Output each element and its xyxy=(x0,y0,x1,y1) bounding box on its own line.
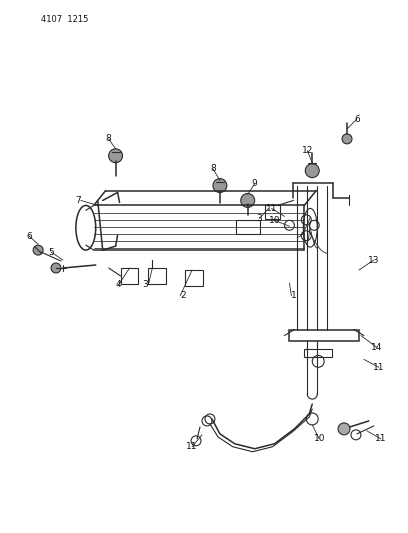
Text: 14: 14 xyxy=(371,343,383,352)
Text: 3: 3 xyxy=(143,280,149,289)
Text: 4107  1215: 4107 1215 xyxy=(41,15,89,24)
Text: 2: 2 xyxy=(180,292,186,300)
Text: 8: 8 xyxy=(106,134,111,143)
Circle shape xyxy=(51,263,61,273)
Text: 13: 13 xyxy=(368,255,379,264)
Circle shape xyxy=(213,179,227,192)
Text: 12: 12 xyxy=(302,146,313,155)
Text: 6: 6 xyxy=(354,115,360,124)
Circle shape xyxy=(305,164,319,177)
Text: 11: 11 xyxy=(266,204,277,213)
Text: 5: 5 xyxy=(48,248,54,256)
Bar xyxy=(236,220,259,234)
Text: 10: 10 xyxy=(269,216,280,225)
Text: 1: 1 xyxy=(291,292,297,300)
Circle shape xyxy=(338,423,350,435)
Circle shape xyxy=(109,149,122,163)
Text: 11: 11 xyxy=(373,363,385,372)
Bar xyxy=(264,205,280,219)
Text: 8: 8 xyxy=(210,164,216,173)
Text: 11: 11 xyxy=(375,434,386,443)
Bar xyxy=(289,329,359,342)
Text: 4: 4 xyxy=(116,280,122,289)
Bar xyxy=(149,268,166,284)
Text: 9: 9 xyxy=(252,179,257,188)
Circle shape xyxy=(33,245,43,255)
Bar xyxy=(304,350,332,358)
Text: 10: 10 xyxy=(313,434,325,443)
Circle shape xyxy=(342,134,352,144)
Text: 11: 11 xyxy=(186,442,198,451)
Circle shape xyxy=(241,193,255,207)
Text: 6: 6 xyxy=(27,232,32,241)
Text: 3: 3 xyxy=(257,214,262,223)
Bar xyxy=(121,268,138,284)
Bar xyxy=(185,270,203,286)
Text: 7: 7 xyxy=(75,196,81,205)
